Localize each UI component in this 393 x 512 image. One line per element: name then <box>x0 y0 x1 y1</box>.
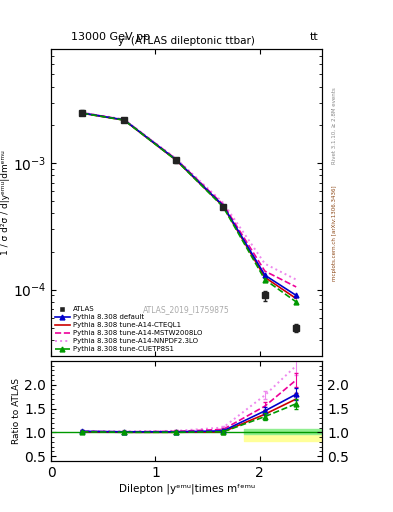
Title: yˡˡ (ATLAS dileptonic ttbar): yˡˡ (ATLAS dileptonic ttbar) <box>118 36 255 47</box>
Y-axis label: Ratio to ATLAS: Ratio to ATLAS <box>13 378 22 444</box>
Text: tt: tt <box>310 32 318 42</box>
Y-axis label: 1 / σ d²σ / d|yᵉᵐᵘ|dmᵉᵐᵘ: 1 / σ d²σ / d|yᵉᵐᵘ|dmᵉᵐᵘ <box>1 150 10 254</box>
X-axis label: Dilepton |yᵉᵐᵘ|times mᶠᵉᵐᵘ: Dilepton |yᵉᵐᵘ|times mᶠᵉᵐᵘ <box>119 484 255 494</box>
Text: 13000 GeV pp: 13000 GeV pp <box>71 32 150 42</box>
Text: ATLAS_2019_I1759875: ATLAS_2019_I1759875 <box>143 305 230 314</box>
Legend: ATLAS, Pythia 8.308 default, Pythia 8.308 tune-A14-CTEQL1, Pythia 8.308 tune-A14: ATLAS, Pythia 8.308 default, Pythia 8.30… <box>55 306 202 352</box>
Text: Rivet 3.1.10, ≥ 2.8M events: Rivet 3.1.10, ≥ 2.8M events <box>332 87 337 164</box>
Text: mcplots.cern.ch [arXiv:1306.3436]: mcplots.cern.ch [arXiv:1306.3436] <box>332 185 337 281</box>
